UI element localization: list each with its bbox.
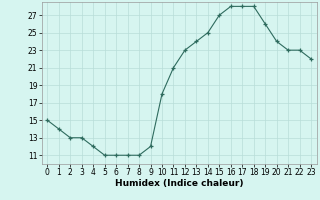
X-axis label: Humidex (Indice chaleur): Humidex (Indice chaleur) <box>115 179 244 188</box>
